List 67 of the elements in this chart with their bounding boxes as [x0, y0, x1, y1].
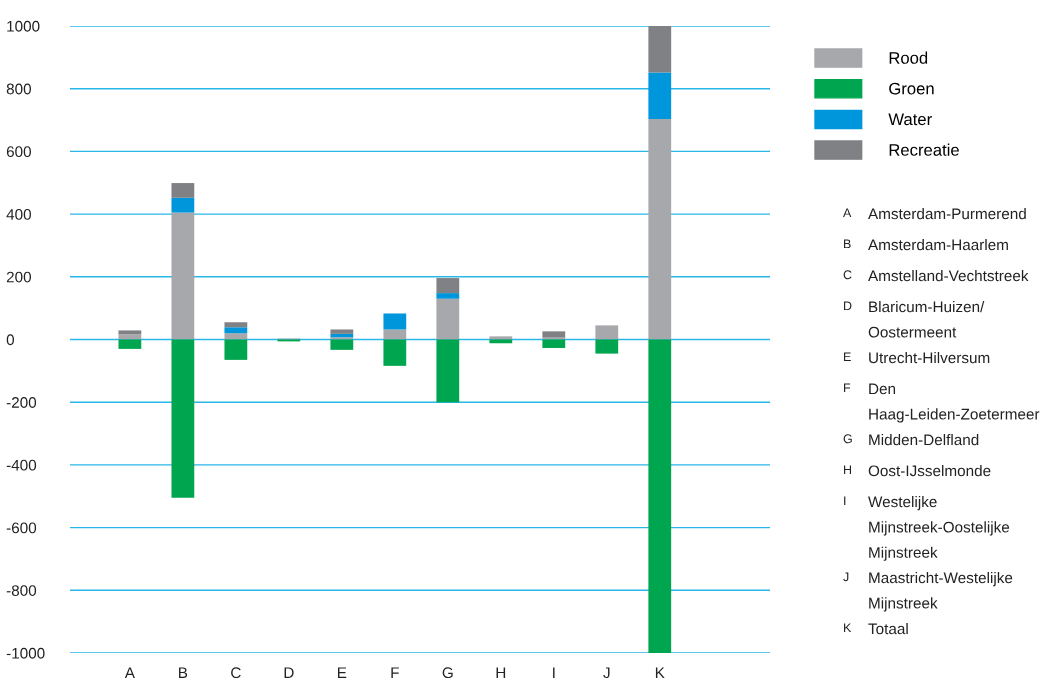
y-tick-label: 400 — [6, 208, 31, 220]
bar — [489, 336, 513, 340]
y-tick-label: -800 — [6, 585, 37, 596]
text: E Utrecht-Hilversum — [844, 352, 990, 364]
y-tick-label: -200 — [6, 397, 37, 408]
text: C Amstelland-Vechtstreek — [843, 270, 1029, 282]
x-tick-label: A — [124, 667, 135, 678]
text: J Maastricht-Westelijke Mijnstreek — [843, 572, 1013, 612]
legend-label: Groen — [889, 82, 934, 95]
bar — [648, 72, 672, 120]
x-tick-label: F — [391, 667, 399, 678]
y-tick-label: -400 — [6, 459, 37, 471]
x-tick-label: H — [496, 667, 506, 678]
x-tick-label: G — [442, 667, 453, 679]
bar — [330, 337, 354, 340]
text: D Blaricum-Huizen/ Oostermeent — [844, 301, 985, 338]
bar — [648, 26, 672, 73]
x-tick-label: K — [655, 667, 665, 678]
text: I Westelijke Mijnstreek-Oostelijke Mijnstreek — [844, 496, 1010, 561]
legend-label: Recreatie — [889, 143, 959, 156]
y-tick-label: 600 — [6, 146, 31, 158]
bar — [383, 313, 407, 330]
bar — [224, 333, 248, 340]
bar — [436, 298, 460, 340]
bar — [224, 322, 248, 328]
x-tick-label: B — [179, 667, 188, 678]
x-tick-label: C — [231, 667, 241, 679]
bar — [171, 212, 195, 340]
text: G Midden-Delfland — [843, 434, 979, 446]
bar — [436, 339, 460, 403]
y-tick-label: 0 — [6, 334, 15, 346]
bar — [595, 339, 619, 354]
y-tick-label: -1000 — [6, 647, 45, 659]
legend-label: Rood — [889, 51, 928, 64]
bar — [383, 339, 407, 366]
bar — [436, 293, 460, 299]
bar — [118, 330, 142, 335]
bar — [224, 327, 248, 334]
y-tick-label: -600 — [6, 522, 37, 534]
text: K Totaal — [844, 623, 908, 635]
bar — [595, 325, 619, 340]
bar — [436, 278, 460, 294]
text: A Amsterdam-Purmerend — [843, 208, 1026, 220]
text: H Oost-IJsselmonde — [844, 465, 991, 477]
bar — [171, 183, 195, 198]
bar — [330, 339, 354, 350]
bar — [542, 331, 566, 338]
bar — [330, 329, 354, 334]
bar — [171, 339, 195, 498]
bar — [118, 339, 142, 349]
bar — [542, 339, 566, 348]
x-tick-label: E — [338, 667, 347, 678]
bar — [224, 339, 248, 360]
bar — [171, 197, 195, 213]
text: B Amsterdam-Haarlem — [844, 239, 1008, 251]
bar — [648, 339, 672, 653]
x-tick-label: D — [284, 667, 294, 678]
text: F Den Haag-Leiden-Zoetermeer — [844, 383, 1040, 423]
x-tick-label: I — [553, 667, 555, 678]
x-tick-label: J — [603, 667, 610, 679]
bar — [648, 119, 672, 340]
y-tick-label: 800 — [6, 83, 31, 95]
bar — [118, 334, 142, 340]
legend-label: Water — [888, 113, 932, 126]
bar — [383, 329, 407, 340]
y-tick-label: 200 — [6, 271, 31, 283]
y-tick-label: 1000 — [7, 20, 40, 32]
